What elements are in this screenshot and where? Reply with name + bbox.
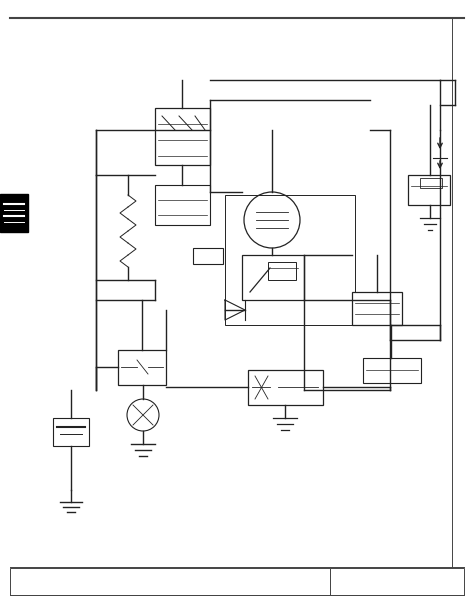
Bar — [0, 194, 28, 232]
Bar — [352, 292, 402, 325]
Bar — [10, 568, 330, 595]
Bar — [155, 185, 210, 225]
Bar — [53, 418, 89, 446]
Bar — [330, 568, 464, 595]
Bar — [118, 350, 166, 385]
Bar — [155, 108, 210, 165]
Bar — [408, 175, 450, 205]
Bar — [242, 255, 304, 300]
Bar — [363, 358, 421, 383]
Bar — [268, 262, 296, 280]
Bar — [420, 178, 442, 188]
Bar — [193, 248, 223, 264]
Bar — [225, 195, 355, 325]
Bar — [248, 370, 323, 405]
